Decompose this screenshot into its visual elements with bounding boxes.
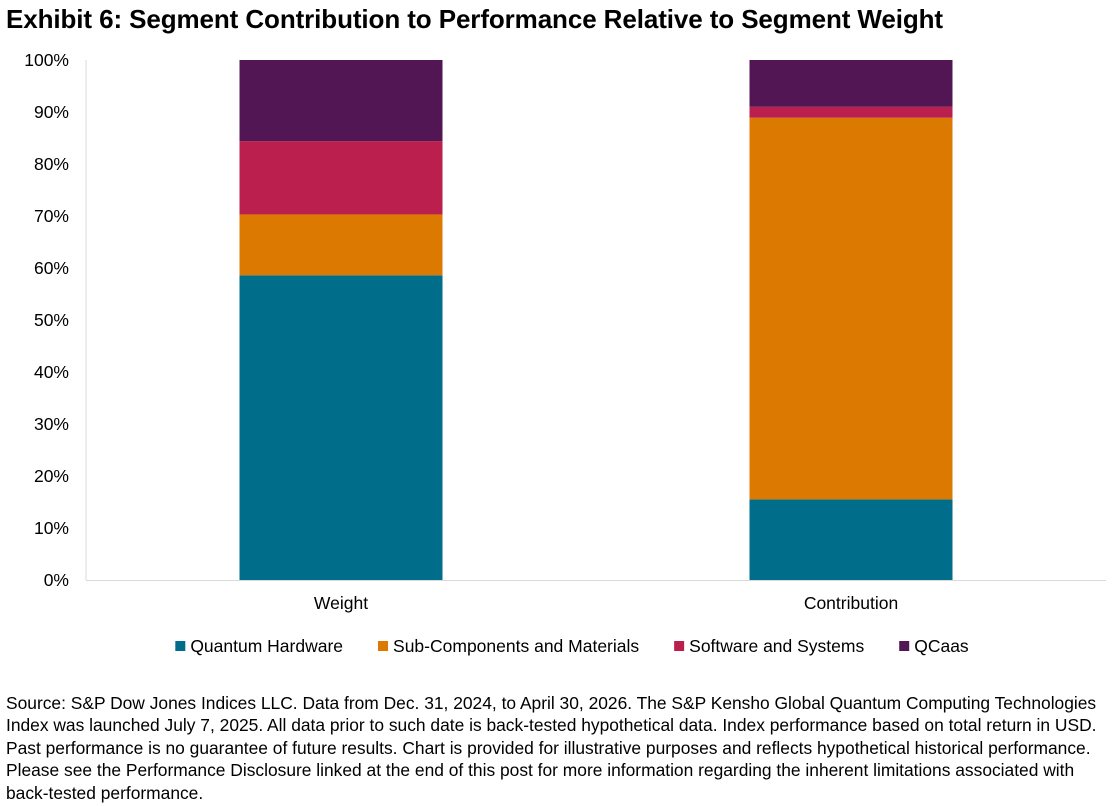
legend: Quantum Hardware Sub-Components and Mater…: [175, 636, 969, 656]
y-tick-label: 20%: [34, 466, 69, 486]
legend-swatch: [378, 641, 389, 651]
y-tick-label: 100%: [24, 50, 69, 70]
legend-swatch: [674, 641, 685, 651]
y-tick-label: 10%: [34, 518, 69, 538]
legend-item-software-and-systems: Software and Systems: [674, 636, 864, 656]
x-axis: Weight Contribution: [86, 580, 1106, 613]
y-tick-label: 90%: [34, 102, 69, 122]
bar-weight-sub-components-and-materials: [239, 214, 443, 276]
bar-contribution-sub-components-and-materials: [749, 117, 953, 500]
x-tick-label: Contribution: [804, 593, 898, 613]
bar-contribution-software-and-systems: [749, 106, 953, 118]
y-tick-label: 60%: [34, 258, 69, 278]
bar-contribution-qcaas: [749, 60, 953, 107]
chart-title: Exhibit 6: Segment Contribution to Perfo…: [6, 4, 943, 34]
legend-swatch: [175, 641, 186, 651]
legend-swatch: [899, 641, 910, 651]
legend-label: Software and Systems: [689, 636, 864, 656]
x-tick-label: Weight: [314, 593, 368, 613]
y-axis: 0% 10% 20% 30% 40% 50% 60% 70% 80% 90% 100%: [24, 50, 87, 590]
y-tick-label: 40%: [34, 362, 69, 382]
legend-label: QCaas: [914, 636, 969, 656]
y-tick-label: 50%: [34, 310, 69, 330]
y-tick-label: 0%: [44, 570, 69, 590]
bars: [239, 60, 953, 580]
legend-label: Quantum Hardware: [190, 636, 343, 656]
y-tick-label: 70%: [34, 206, 69, 226]
legend-item-qcaas: QCaas: [899, 636, 969, 656]
bar-weight-software-and-systems: [239, 141, 443, 215]
legend-item-quantum-hardware: Quantum Hardware: [175, 636, 343, 656]
legend-label: Sub-Components and Materials: [393, 636, 639, 656]
bar-contribution-quantum-hardware: [749, 499, 953, 580]
source-note: Source: S&P Dow Jones Indices LLC. Data …: [6, 693, 1097, 803]
stacked-bar-chart: 0% 10% 20% 30% 40% 50% 60% 70% 80% 90% 100% Weight…: [24, 50, 1106, 656]
legend-item-sub-components-and-materials: Sub-Components and Materials: [378, 636, 639, 656]
bar-weight-quantum-hardware: [239, 275, 443, 580]
y-tick-label: 80%: [34, 154, 69, 174]
bar-weight-qcaas: [239, 60, 443, 142]
y-tick-label: 30%: [34, 414, 69, 434]
